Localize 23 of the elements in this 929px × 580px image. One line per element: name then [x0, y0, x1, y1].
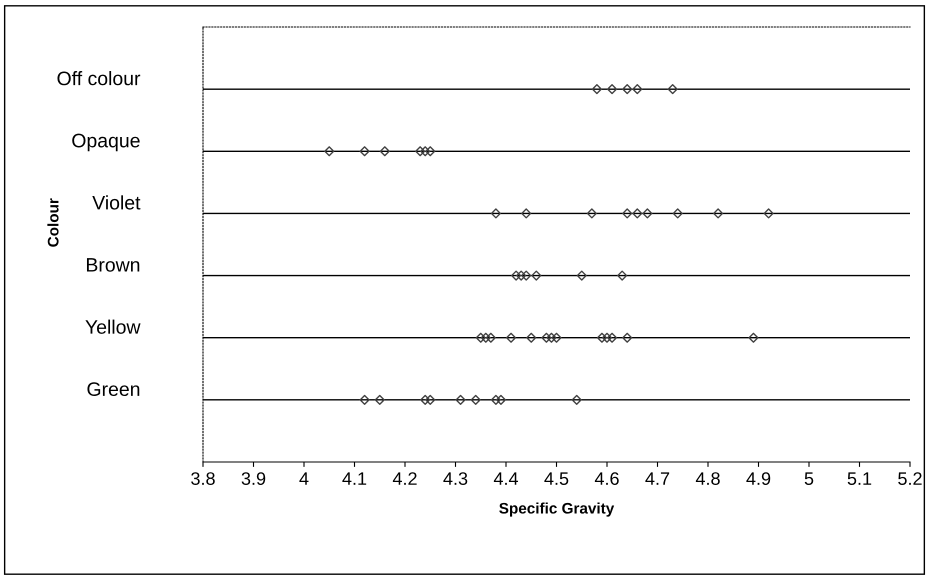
x-tick-label: 4.4 — [494, 472, 518, 485]
x-tick-label: 4.8 — [696, 472, 720, 485]
y-tick-label: Yellow — [85, 320, 141, 334]
y-tick-label: Opaque — [72, 134, 140, 152]
x-tick-label: 4.5 — [544, 472, 568, 485]
x-tick-label: 4 — [299, 472, 308, 485]
x-tick-label: 4.9 — [746, 472, 770, 485]
y-axis-title: Colour — [47, 198, 59, 247]
x-tick-label: 5 — [804, 472, 814, 485]
x-tick-label: 4.3 — [443, 472, 468, 485]
y-tick-label: Brown — [86, 258, 140, 272]
x-tick-label: 3.9 — [242, 472, 266, 485]
x-tick-label: 4.6 — [594, 472, 619, 485]
x-tick-label: 3.8 — [191, 472, 215, 485]
x-tick-label: 5.1 — [848, 472, 872, 485]
x-tick-label: 4.1 — [342, 472, 366, 485]
x-axis-title: Specific Gravity — [499, 502, 614, 517]
x-tick-label: 4.2 — [392, 472, 417, 485]
y-tick-label: Violet — [92, 195, 140, 210]
y-tick-label: Green — [87, 382, 140, 396]
y-tick-label: Off colour — [57, 71, 140, 86]
x-tick-label: 5.2 — [898, 472, 922, 485]
x-tick-label: 4.7 — [645, 472, 670, 485]
